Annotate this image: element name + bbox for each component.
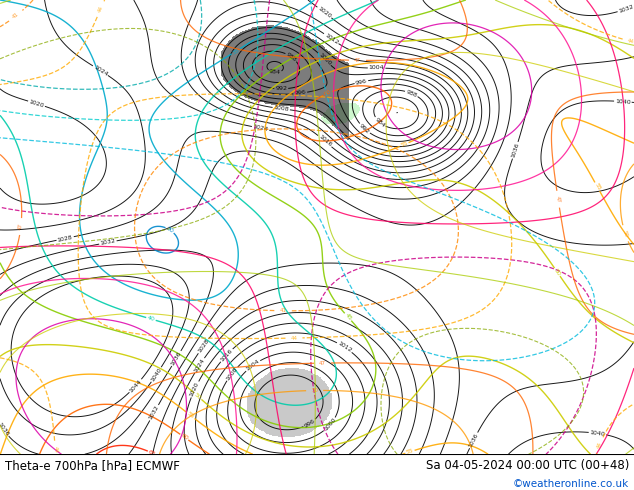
Text: 60: 60 — [179, 433, 189, 441]
Text: Theta-e 700hPa [hPa] ECMWF: Theta-e 700hPa [hPa] ECMWF — [5, 459, 180, 472]
Text: 50: 50 — [193, 392, 202, 401]
Text: 47: 47 — [354, 58, 361, 63]
Text: 992: 992 — [358, 122, 371, 135]
Text: 1008: 1008 — [225, 366, 239, 381]
Text: 1016: 1016 — [219, 348, 233, 363]
Text: 1020: 1020 — [316, 6, 332, 19]
Text: 44: 44 — [627, 38, 634, 45]
Text: 1040: 1040 — [615, 98, 631, 104]
Text: 1024: 1024 — [252, 124, 269, 132]
Text: 55: 55 — [406, 448, 415, 455]
Text: 44: 44 — [53, 446, 58, 453]
Text: 996: 996 — [303, 418, 316, 429]
Text: ©weatheronline.co.uk: ©weatheronline.co.uk — [513, 479, 629, 489]
Text: 1020: 1020 — [189, 381, 200, 397]
Text: 45: 45 — [344, 313, 353, 321]
Text: 35: 35 — [231, 47, 240, 55]
Text: 55: 55 — [399, 141, 409, 148]
Text: 1020: 1020 — [29, 99, 45, 108]
Text: 1040: 1040 — [150, 367, 163, 382]
Text: 50: 50 — [553, 268, 562, 277]
Text: 44: 44 — [596, 441, 603, 449]
Text: 996: 996 — [355, 78, 368, 86]
Text: 984: 984 — [269, 70, 281, 75]
Text: 1008: 1008 — [273, 105, 289, 112]
Text: 1004: 1004 — [245, 359, 261, 372]
Text: 1036: 1036 — [0, 421, 10, 437]
Text: 1040: 1040 — [590, 430, 605, 437]
Text: 1000: 1000 — [323, 417, 337, 432]
Text: 996: 996 — [294, 90, 306, 97]
Text: 992: 992 — [275, 86, 287, 91]
Text: 60: 60 — [323, 90, 332, 97]
Text: 1036: 1036 — [468, 432, 479, 448]
Text: 1024: 1024 — [193, 358, 206, 373]
Text: 44: 44 — [97, 5, 105, 13]
Text: 1036: 1036 — [170, 350, 183, 367]
Text: 1032: 1032 — [618, 4, 634, 14]
Text: 1012: 1012 — [323, 32, 339, 45]
Text: 50: 50 — [622, 229, 629, 238]
Text: 41: 41 — [280, 308, 287, 313]
Text: 1000: 1000 — [317, 52, 332, 66]
Text: 1004: 1004 — [369, 66, 384, 71]
Text: 1012: 1012 — [337, 341, 353, 354]
Text: 40: 40 — [146, 316, 155, 322]
Text: 50: 50 — [311, 388, 318, 393]
Text: 1044: 1044 — [129, 378, 143, 393]
Text: 1028: 1028 — [57, 234, 74, 243]
Text: 47: 47 — [319, 361, 326, 366]
Text: 1036: 1036 — [510, 142, 520, 158]
Text: 1024: 1024 — [93, 64, 108, 77]
Text: 30: 30 — [165, 226, 174, 234]
Text: 47: 47 — [18, 223, 23, 230]
Text: 65: 65 — [148, 449, 157, 457]
Text: Sa 04-05-2024 00:00 UTC (00+48): Sa 04-05-2024 00:00 UTC (00+48) — [425, 459, 629, 472]
Text: 55: 55 — [593, 182, 601, 191]
Text: 41: 41 — [11, 12, 20, 20]
Text: 47: 47 — [555, 196, 561, 203]
Text: 1032: 1032 — [100, 239, 116, 246]
Text: 988: 988 — [405, 89, 418, 98]
Text: 984: 984 — [373, 117, 386, 128]
Text: 1032: 1032 — [148, 405, 160, 421]
Text: 1016: 1016 — [317, 134, 332, 148]
Text: 44: 44 — [290, 336, 297, 341]
Text: 55: 55 — [186, 411, 195, 420]
Text: 988: 988 — [285, 51, 297, 62]
Text: 1028: 1028 — [197, 338, 210, 354]
